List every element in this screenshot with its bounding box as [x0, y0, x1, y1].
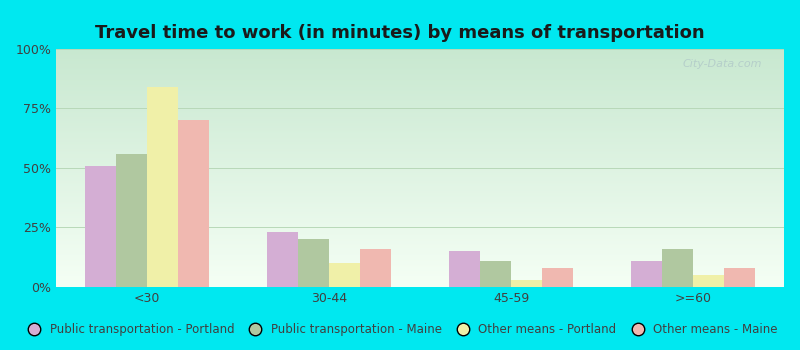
Bar	[511, 280, 542, 287]
Bar	[85, 166, 116, 287]
Bar	[267, 232, 298, 287]
Bar	[542, 268, 573, 287]
Bar	[631, 261, 662, 287]
Bar	[724, 268, 755, 287]
Legend: Public transportation - Portland, Public transportation - Maine, Other means - P: Public transportation - Portland, Public…	[18, 318, 782, 341]
Bar	[480, 261, 511, 287]
Bar	[116, 154, 147, 287]
Bar	[360, 249, 391, 287]
Bar	[178, 120, 209, 287]
Bar	[449, 251, 480, 287]
Text: Travel time to work (in minutes) by means of transportation: Travel time to work (in minutes) by mean…	[95, 25, 705, 42]
Bar	[662, 249, 693, 287]
Text: City-Data.com: City-Data.com	[682, 58, 762, 69]
Bar	[298, 239, 329, 287]
Bar	[147, 87, 178, 287]
Bar	[329, 263, 360, 287]
Bar	[693, 275, 724, 287]
